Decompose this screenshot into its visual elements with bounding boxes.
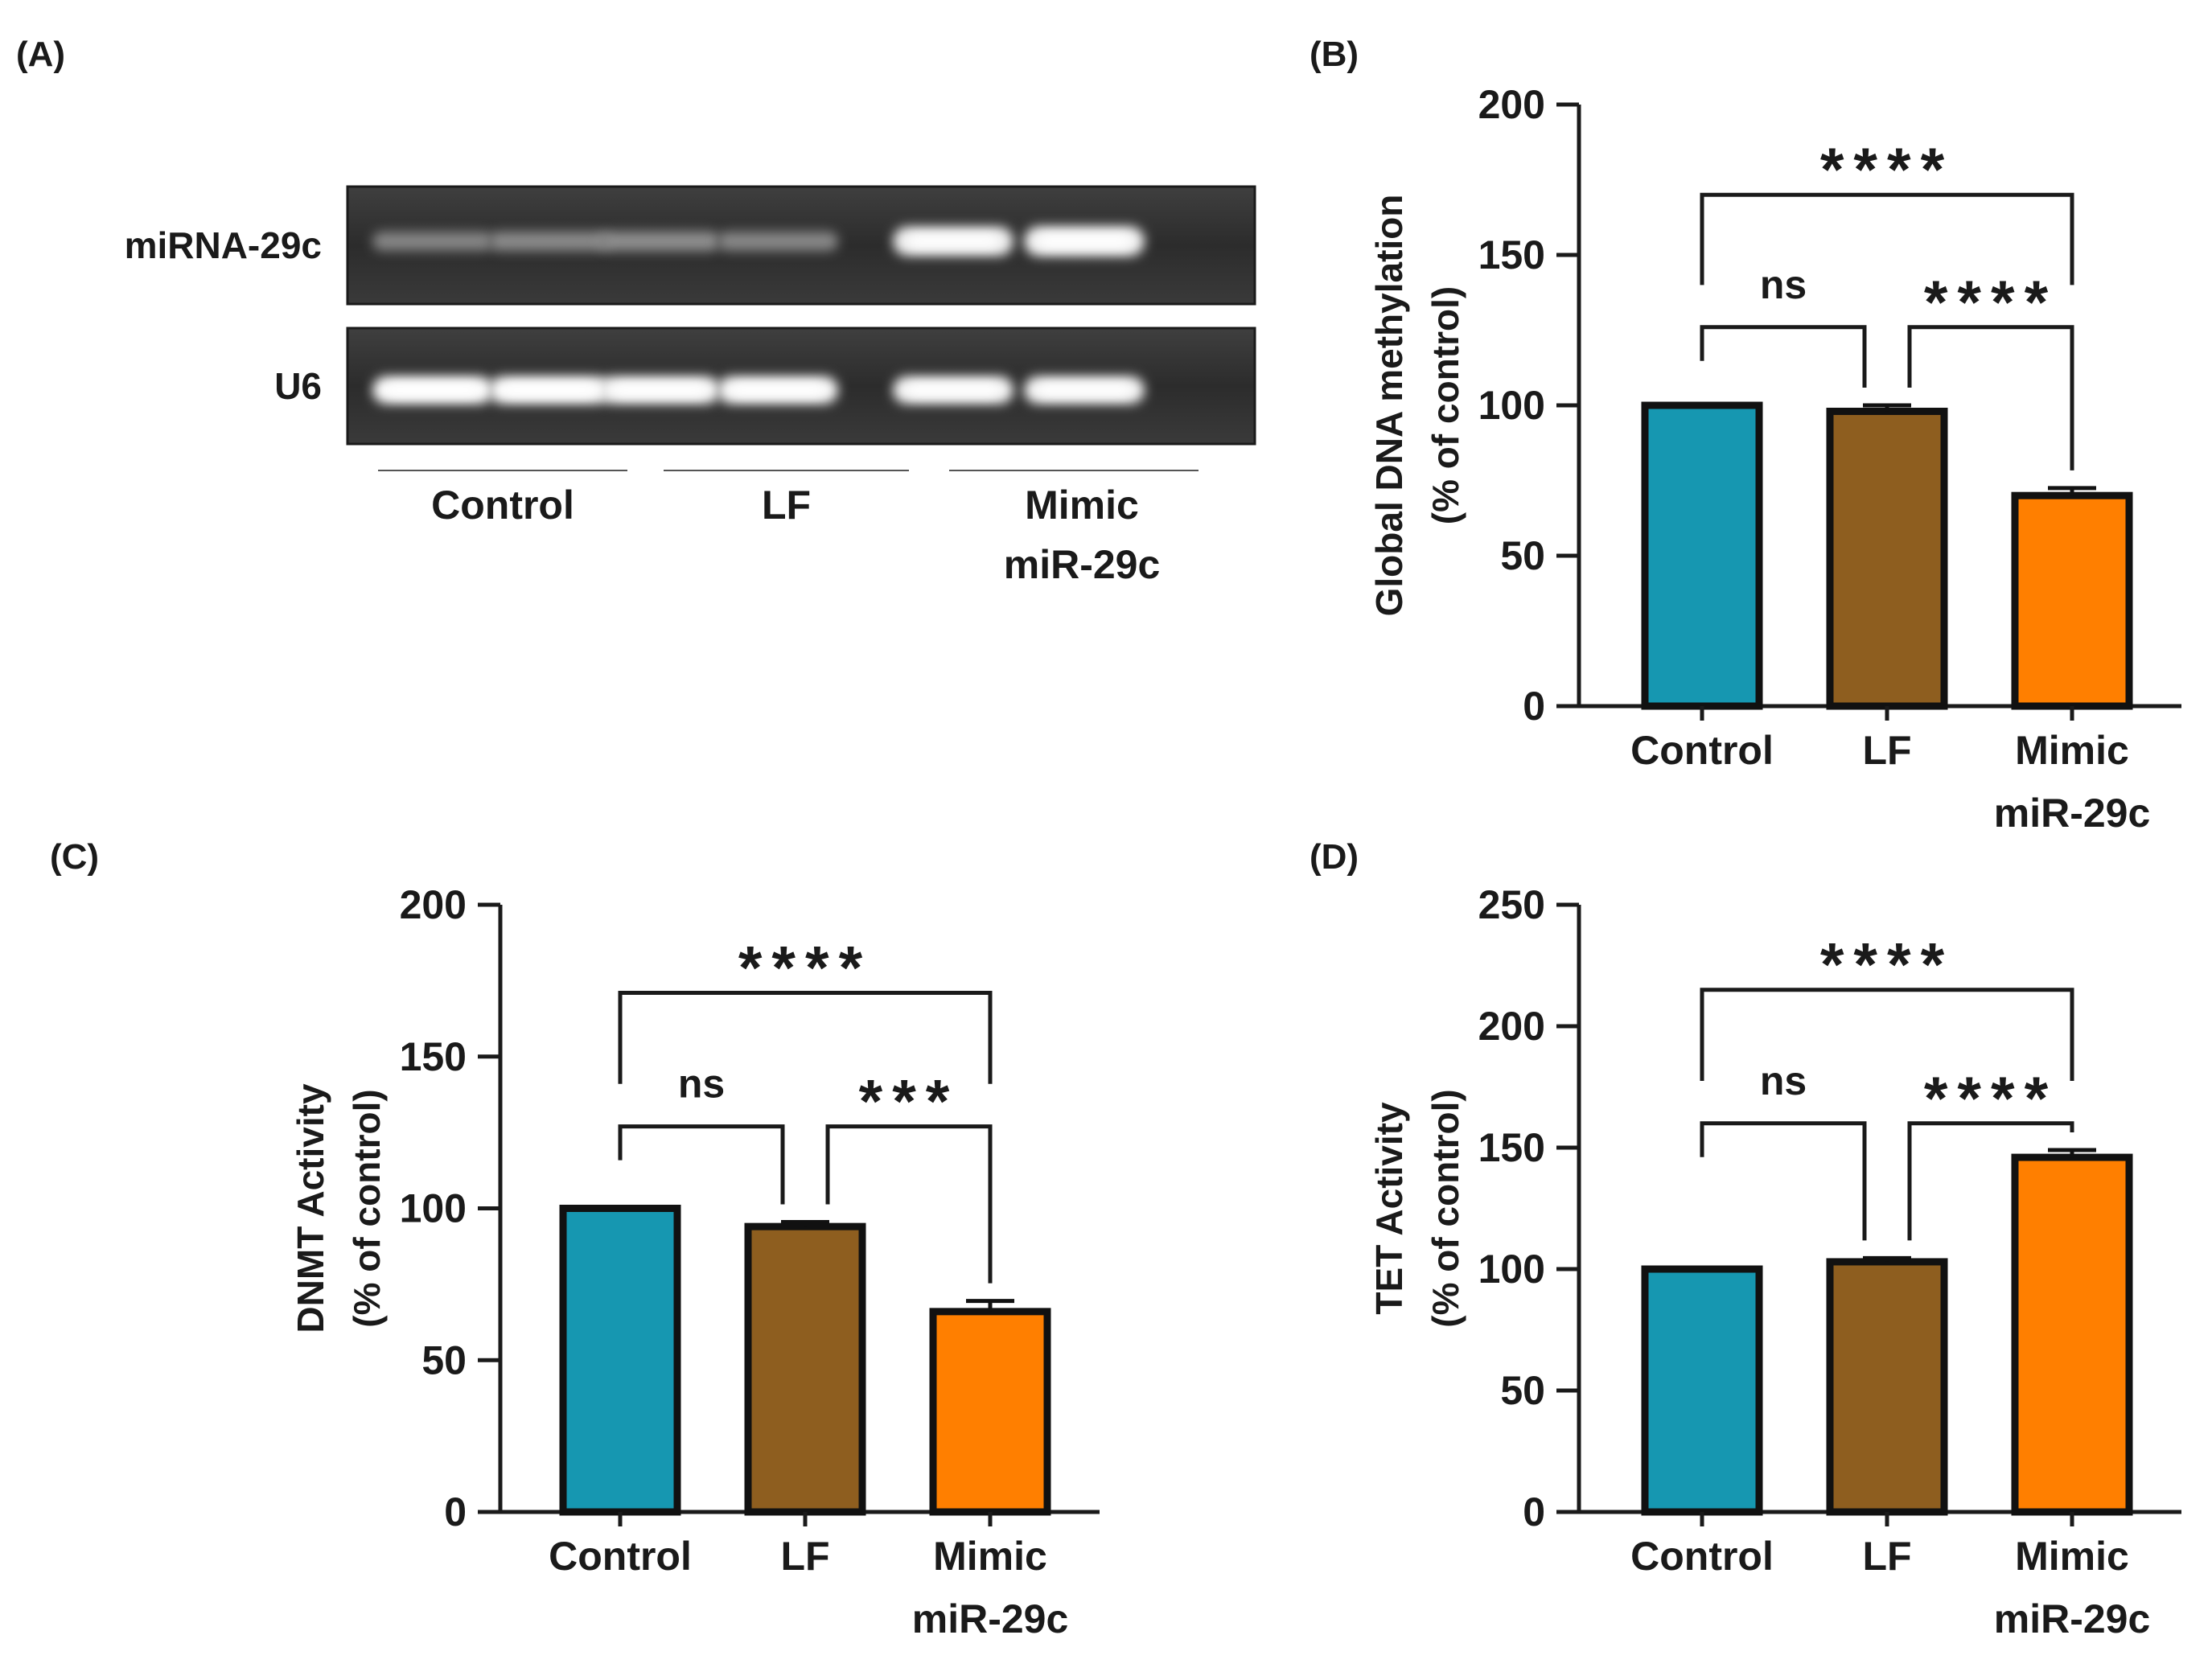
gel-group-label: Mimic: [1025, 483, 1139, 528]
significance-label: ns: [678, 1062, 725, 1107]
significance-label: ****: [1924, 1065, 2058, 1133]
x-tick-label: miR-29c: [1994, 791, 2151, 836]
y-tick-label: 100: [1478, 1247, 1545, 1292]
bar: [2011, 1153, 2133, 1516]
x-tick-label: LF: [780, 1534, 829, 1579]
y-tick-label: 150: [1478, 1125, 1545, 1170]
gel-group-label: miR-29c: [1004, 542, 1161, 587]
y-tick-label: 150: [1478, 232, 1545, 277]
significance-label: ****: [1820, 136, 1954, 204]
y-tick-label: 50: [1500, 1368, 1545, 1413]
significance-bracket: [1907, 325, 2074, 470]
significance-label: ***: [859, 1068, 960, 1136]
significance-label: ****: [1924, 269, 2058, 337]
gel-group-label: Control: [431, 483, 574, 528]
gel-band: [489, 231, 610, 252]
significance-label: ns: [1760, 262, 1807, 307]
y-tick-label: 250: [1478, 882, 1545, 927]
gel-band-core: [732, 383, 824, 397]
significance-bracket: [1700, 192, 2074, 286]
significance-bracket: [618, 1124, 785, 1205]
y-tick-label: 150: [400, 1034, 467, 1079]
x-tick-label: Control: [549, 1534, 692, 1579]
bar: [1641, 1265, 1763, 1516]
y-axis-label: TET Activity: [1368, 1102, 1410, 1315]
bar: [2011, 491, 2133, 710]
significance-bracket: [1700, 325, 1867, 388]
gel-band: [717, 232, 838, 251]
y-axis-label: DNMT Activity: [290, 1083, 331, 1333]
y-axis-label: (% of control): [346, 1089, 388, 1327]
gel-row-label: U6: [274, 365, 322, 407]
x-tick-label: miR-29c: [912, 1596, 1069, 1641]
gel-band-core: [907, 233, 999, 249]
gel-band-core: [387, 383, 479, 397]
bar: [1826, 1258, 1948, 1516]
y-axis-label: (% of control): [1425, 286, 1466, 524]
significance-label: ****: [1820, 931, 1954, 1000]
y-tick-label: 100: [1478, 383, 1545, 428]
chart-B: (B) 0 50 100 150 200 Global DNA methylation (% …: [1310, 35, 2181, 836]
panel-label-c: (C): [50, 837, 99, 877]
y-tick-label: 200: [1478, 1004, 1545, 1049]
panel-label-b: (B): [1310, 35, 1359, 74]
x-tick-label: Mimic: [2015, 728, 2129, 773]
significance-bracket: [1700, 988, 2074, 1081]
gel-band-core: [614, 383, 705, 397]
bar: [1641, 401, 1763, 710]
x-tick-label: Mimic: [933, 1534, 1047, 1579]
y-axis-label: Global DNA methylation: [1368, 195, 1410, 617]
gel-band-core: [1038, 233, 1130, 249]
significance-bracket: [618, 990, 993, 1084]
y-tick-label: 200: [400, 882, 467, 927]
gel-group-label: LF: [762, 483, 811, 528]
chart-C: (C) 0 50 100 150 200 DNMT Activity (% of contro…: [50, 837, 1100, 1641]
significance-bracket: [1700, 1121, 1867, 1241]
gel-band-core: [907, 383, 999, 397]
y-axis-label: (% of control): [1425, 1089, 1466, 1327]
bar: [744, 1222, 866, 1516]
gel-band-core: [504, 383, 595, 397]
x-tick-label: miR-29c: [1994, 1596, 2151, 1641]
y-tick-label: 200: [1478, 82, 1545, 127]
y-tick-label: 0: [1523, 684, 1545, 729]
gel-row-label: miRNA-29c: [125, 224, 322, 266]
gel-panel: (A) miRNA-29c U6 Control LF Mimic miR-29c: [16, 35, 1256, 587]
x-tick-label: LF: [1862, 728, 1911, 773]
x-tick-label: Control: [1630, 728, 1774, 773]
bar: [929, 1308, 1051, 1516]
gel-band-core: [1038, 383, 1130, 397]
y-tick-label: 100: [400, 1186, 467, 1231]
gel-band: [372, 232, 493, 251]
panel-label-d: (D): [1310, 837, 1359, 877]
x-tick-label: Mimic: [2015, 1534, 2129, 1579]
bar: [559, 1205, 681, 1516]
panel-label-a: (A): [16, 35, 65, 74]
significance-label: ns: [1760, 1058, 1807, 1103]
significance-bracket: [1907, 1121, 2074, 1241]
bar: [1826, 407, 1948, 710]
x-tick-label: Control: [1630, 1534, 1774, 1579]
significance-bracket: [825, 1124, 993, 1284]
y-tick-label: 50: [421, 1337, 467, 1382]
y-tick-label: 0: [1523, 1489, 1545, 1534]
y-tick-label: 50: [1500, 533, 1545, 578]
gel-band: [599, 231, 720, 252]
x-tick-label: LF: [1862, 1534, 1911, 1579]
significance-label: ****: [738, 934, 872, 1002]
y-tick-label: 0: [444, 1489, 467, 1534]
chart-D: (D) 0 50 100 150 200 250 TET Activity (% of cont…: [1310, 837, 2181, 1641]
